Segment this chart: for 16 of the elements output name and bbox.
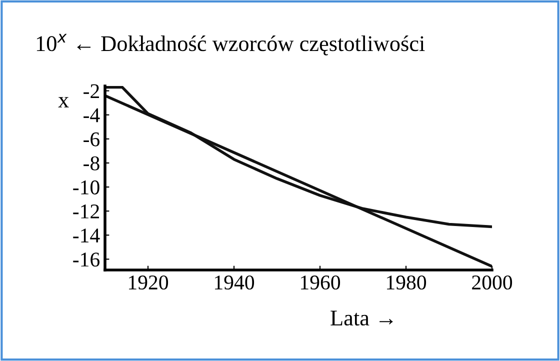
x-tick-label: 2000 <box>472 275 512 290</box>
x-tick-label: 1980 <box>387 275 426 290</box>
y-tick-label: -4 <box>84 108 100 122</box>
y-tick-label: -10 <box>73 180 100 194</box>
y-tick-label: -6 <box>84 132 100 146</box>
x-tick-label: 1960 <box>301 275 340 290</box>
y-tick-label: -2 <box>84 84 99 98</box>
chart-title: 10$^{x}$ ← Dokładność wzorców częstotliwości <box>36 34 425 56</box>
x-tick-label: 1920 <box>129 275 168 290</box>
y-tick-label: -14 <box>73 228 100 242</box>
y-tick-label: -8 <box>84 156 100 170</box>
y-axis-title: x <box>58 97 69 108</box>
x-tick-label: 1940 <box>215 275 254 290</box>
y-tick-label: -12 <box>73 204 99 218</box>
x-axis-title: Lata → <box>330 310 393 326</box>
y-tick-label: -16 <box>73 252 100 267</box>
